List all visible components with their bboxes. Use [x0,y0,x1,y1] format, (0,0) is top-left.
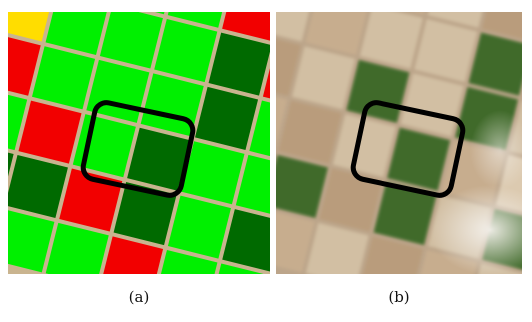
panel-label: (b) [388,288,409,306]
panel-label: (a) [129,288,150,306]
field [523,46,532,109]
cloud-haze [470,110,530,190]
field [319,0,382,1]
field [59,0,122,1]
figure: (a) (b) [0,0,532,318]
